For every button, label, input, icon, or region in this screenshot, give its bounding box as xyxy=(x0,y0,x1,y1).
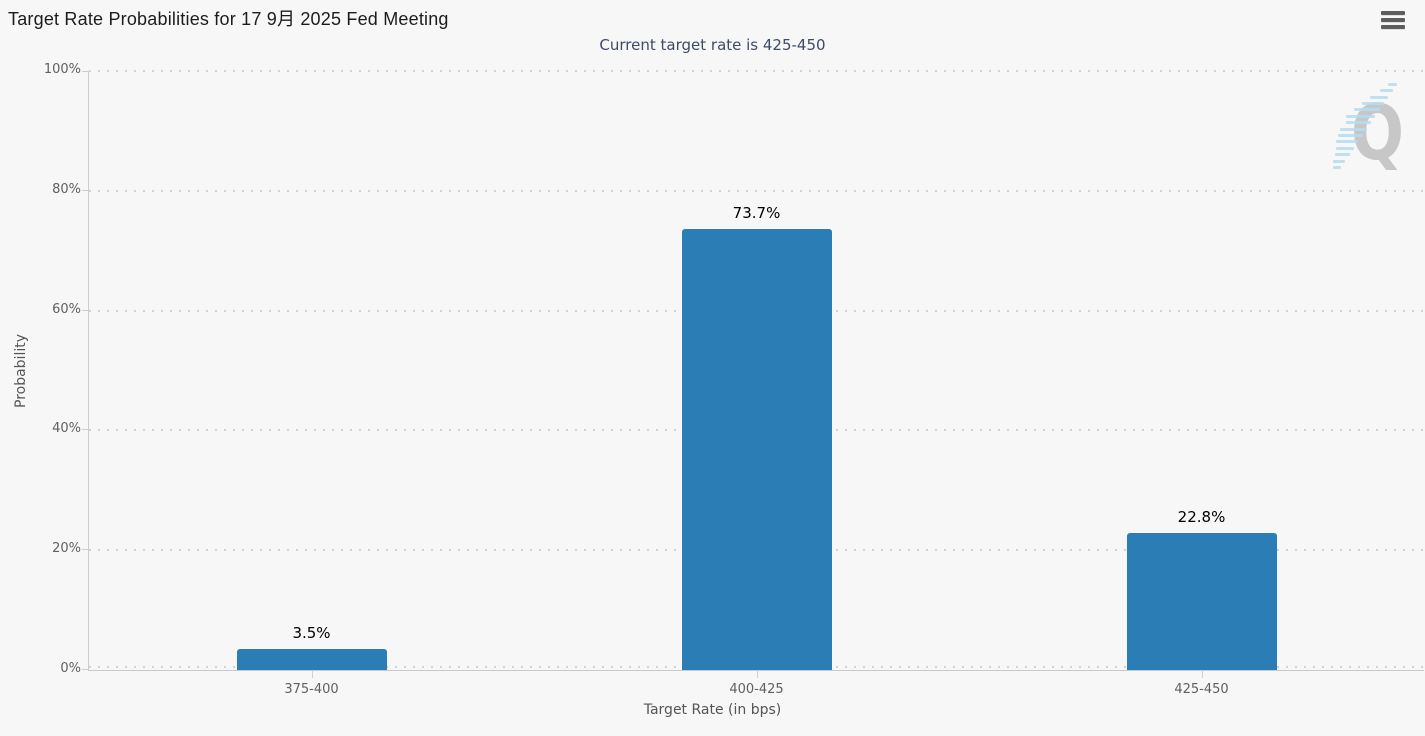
y-axis-tick-label: 60% xyxy=(52,301,81,317)
y-axis-tick xyxy=(82,429,89,431)
watermark-dash xyxy=(1353,108,1380,112)
x-axis-category-label: 425-450 xyxy=(1174,682,1229,697)
bar-value-label: 73.7% xyxy=(732,203,781,222)
y-axis-title-text: Probability xyxy=(13,333,30,408)
chart-subtitle: Current target rate is 425-450 xyxy=(599,36,826,54)
quikstrike-watermark-logo: Q xyxy=(1319,71,1425,251)
y-gridline xyxy=(89,189,1424,192)
y-axis-tick xyxy=(82,189,89,191)
bar-value-label: 3.5% xyxy=(292,624,331,643)
y-axis-tick-label: 100% xyxy=(43,62,81,77)
watermark-dash xyxy=(1339,127,1367,131)
y-axis-tick-label: 0% xyxy=(60,661,81,676)
watermark-dash xyxy=(1335,146,1354,150)
x-axis-tick xyxy=(311,670,313,678)
probability-bar[interactable] xyxy=(1126,533,1277,670)
watermark-dash xyxy=(1387,82,1397,86)
y-gridline xyxy=(89,70,1424,72)
x-axis-tick xyxy=(756,670,758,678)
y-axis-tick-label: 80% xyxy=(52,181,81,197)
x-axis-title: Target Rate (in bps) xyxy=(643,702,782,718)
watermark-dash xyxy=(1333,159,1346,163)
chart-title: Target Rate Probabilities for 17 9月 2025… xyxy=(8,9,449,29)
bar-value-label: 22.8% xyxy=(1177,508,1226,527)
y-axis-tick-label: 20% xyxy=(52,541,81,557)
probability-bar[interactable] xyxy=(236,649,387,670)
x-axis-tick xyxy=(1201,670,1203,678)
watermark-dash xyxy=(1379,89,1393,93)
watermark-dash xyxy=(1336,140,1359,144)
y-axis-tick xyxy=(82,71,89,72)
y-axis-tick xyxy=(82,309,89,311)
x-axis-category-label: 375-400 xyxy=(284,682,339,697)
plot-area: Q 0% 20% 40% 60% 80% 100% 3.5% 375-400 73.7% 400-… xyxy=(44,62,1425,697)
y-axis-tick-label: 40% xyxy=(52,421,81,437)
context-menu-button[interactable] xyxy=(1379,8,1409,32)
y-axis-tick xyxy=(82,549,89,551)
y-axis-tick xyxy=(82,669,89,670)
watermark-dash xyxy=(1334,153,1350,157)
x-axis-category-label: 400-425 xyxy=(729,682,784,697)
watermark-dash xyxy=(1346,114,1376,118)
watermark-q-letter: Q xyxy=(1351,88,1404,177)
watermark-dash xyxy=(1333,166,1341,169)
watermark-dash xyxy=(1370,95,1389,99)
watermark-dash xyxy=(1346,121,1372,125)
watermark-dash xyxy=(1362,102,1384,105)
probability-bar[interactable] xyxy=(681,228,832,670)
y-axis-title: Probability xyxy=(4,71,38,670)
watermark-dash xyxy=(1337,134,1363,137)
